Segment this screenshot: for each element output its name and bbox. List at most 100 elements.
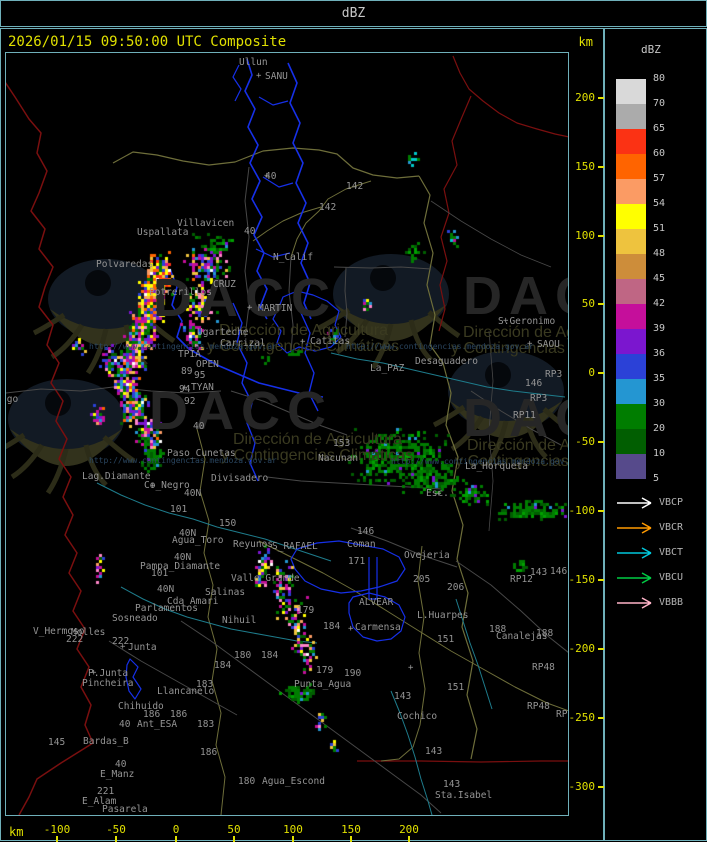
x-tick-mark: [233, 836, 235, 842]
map-boundary-line: [430, 200, 552, 268]
scale-color-box: [616, 304, 646, 329]
x-axis-unit-label: km: [9, 825, 24, 839]
map-label: MARTIN: [258, 303, 293, 314]
watermark-dacc: DACC: [153, 268, 337, 328]
map-label: 151: [447, 682, 465, 693]
map-label: 184: [261, 650, 279, 661]
map-label: RP: [556, 709, 568, 720]
scale-color-box: [616, 379, 646, 404]
vector-arrows-svg: [617, 497, 652, 609]
map-label: RP48: [532, 662, 555, 673]
vbbb-arrow-icon: [617, 597, 652, 609]
map-label: L.Huarpes: [417, 610, 469, 621]
y-tick-label: -150: [568, 573, 596, 586]
scale-color-box: [616, 129, 646, 154]
map-label: Divisadero: [211, 473, 269, 484]
map-label: Llancanelo: [157, 686, 215, 697]
map-label: 145: [48, 737, 66, 748]
y-tick-mark: [598, 166, 605, 168]
vbct-arrow-icon: [617, 547, 652, 559]
map-label: Bardas_B: [83, 736, 129, 747]
station-cross-marker: +: [264, 171, 270, 181]
map-boundary-line: [6, 82, 94, 815]
y-tick-label: -300: [568, 780, 596, 793]
map-label: 180: [234, 650, 252, 661]
y-tick-mark: [598, 717, 605, 719]
x-tick-mark: [115, 836, 117, 842]
map-label: Desaguadero: [415, 356, 478, 367]
scale-value-label: 20: [653, 423, 666, 434]
map-label: Ant_ESA: [137, 719, 178, 730]
map-boundary-line: [368, 557, 378, 600]
station-cross-marker: +: [436, 489, 442, 499]
station-cross-marker: +: [300, 337, 306, 347]
map-label: 101: [170, 504, 188, 515]
map-boundary-line: [452, 55, 568, 138]
map-label: ago: [6, 394, 19, 405]
map-boundary-line: [290, 180, 372, 258]
y-tick-label: -100: [568, 504, 596, 517]
scale-color-box: [616, 254, 646, 279]
map-label: 205: [413, 574, 431, 585]
map-label: 143: [394, 691, 412, 702]
station-cross-marker: +: [503, 316, 509, 326]
scale-color-box: [616, 354, 646, 379]
station-cross-marker: +: [348, 624, 354, 634]
map-label: 150: [219, 518, 237, 529]
x-tick-label: -50: [106, 823, 126, 836]
map-label: Carrizal: [220, 338, 266, 349]
scale-color-box: [616, 279, 646, 304]
map-label: Ovejeria: [404, 550, 450, 561]
map-label: 146: [525, 378, 543, 389]
map-label: 179: [297, 605, 315, 616]
y-tick-label: -50: [575, 435, 595, 448]
scale-color-box: [616, 204, 646, 229]
scale-value-label: 70: [653, 98, 666, 109]
map-label: OPEN: [196, 359, 219, 370]
y-tick-mark: [598, 235, 605, 237]
map-label: CRUZ: [213, 279, 236, 290]
title-bar: dBZ: [0, 0, 707, 27]
station-cross-marker: +: [150, 481, 156, 491]
scale-color-box: [616, 404, 646, 429]
map-label: 143: [425, 746, 443, 757]
vbcu-arrow-icon: [617, 572, 652, 584]
map-boundary-line: [252, 206, 322, 242]
map-label: RP48: [527, 701, 550, 712]
map-label: Punta_Agua: [294, 679, 352, 690]
scale-color-box: [616, 229, 646, 254]
x-tick-label: 200: [399, 823, 419, 836]
scale-value-label: 45: [653, 273, 666, 284]
x-tick-label: 50: [227, 823, 241, 836]
watermark-agency-line: Dirección de Agricultura: [467, 437, 568, 454]
scale-value-label: 48: [653, 248, 666, 259]
map-label: 186: [200, 747, 218, 758]
scale-value-label: 30: [653, 398, 666, 409]
y-tick-mark: [598, 441, 605, 443]
station-cross-marker: +: [527, 339, 533, 349]
scale-value-label: 80: [653, 73, 666, 84]
y-tick-label: 50: [581, 297, 595, 310]
x-tick-label: -100: [43, 823, 71, 836]
y-tick-mark: [598, 303, 605, 305]
scale-color-box: [616, 329, 646, 354]
map-label: 153: [333, 438, 351, 449]
map-label: Pampa_Diamante: [140, 561, 221, 572]
map-label: 40: [193, 421, 205, 432]
map-label: TYAN: [191, 382, 214, 393]
map-label: Ullun: [239, 57, 268, 68]
scale-value-label: 60: [653, 148, 666, 159]
map-label: Sta.Isabel: [435, 790, 493, 801]
watermark-agency-line: Dirección de Agricultura: [233, 431, 402, 448]
vbcr-arrow-icon: [617, 522, 652, 534]
map-label: 190: [344, 668, 362, 679]
x-tick-mark: [56, 836, 58, 842]
map-label: 40: [244, 226, 256, 237]
map-boundary-line: [266, 476, 442, 490]
map-label: Catitas: [310, 336, 351, 347]
scale-value-label: 51: [653, 223, 666, 234]
map-panel: 2026/01/15 09:50:00 UTC Composite km DAC…: [0, 28, 605, 842]
map-label: Sosneado: [112, 613, 158, 624]
map-label: 206: [447, 582, 465, 593]
map-label: Nihuil: [222, 615, 257, 626]
